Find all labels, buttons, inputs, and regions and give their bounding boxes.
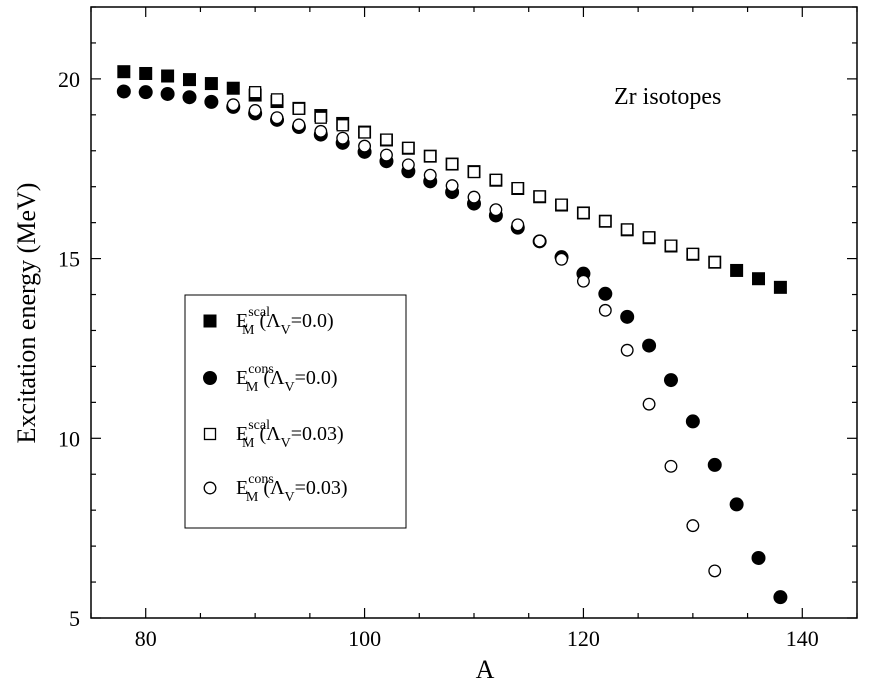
data-point: [116, 84, 131, 99]
axis-ticks: [90, 6, 858, 619]
legend-marker: [203, 427, 217, 441]
data-point: [707, 457, 722, 472]
data-point: [314, 124, 328, 138]
x-tick-label: 100: [348, 626, 381, 651]
data-point: [248, 104, 262, 117]
data-point: [467, 190, 481, 204]
data-point: [138, 85, 153, 100]
x-axis-title: A: [476, 655, 495, 682]
data-point: [182, 90, 197, 105]
data-point: [161, 69, 175, 83]
data-point: [598, 286, 613, 301]
series-square-open: [248, 86, 721, 269]
data-point: [292, 102, 306, 115]
y-axis-title: Excitation energy (MeV): [12, 183, 41, 444]
data-point: [336, 131, 350, 145]
data-point: [642, 397, 656, 411]
data-point: [642, 231, 656, 244]
data-point: [445, 179, 459, 193]
data-point: [642, 338, 657, 353]
data-point: [270, 93, 284, 106]
data-point: [686, 519, 700, 533]
data-point: [226, 81, 240, 95]
data-point: [511, 218, 525, 232]
data-point: [751, 550, 766, 565]
data-point: [423, 168, 437, 182]
chart-annotation: Zr isotopes: [614, 84, 721, 110]
legend-marker: [203, 314, 217, 328]
data-point: [204, 77, 218, 91]
data-point: [314, 111, 327, 124]
legend-label: Econs M (ΛV=0.0): [236, 362, 338, 395]
data-point: [729, 497, 744, 512]
data-point: [663, 373, 678, 388]
data-point: [445, 157, 459, 171]
data-point: [139, 66, 153, 80]
series-circle-open: [226, 98, 722, 578]
data-point: [773, 590, 788, 605]
legend: Escal M (ΛV=0.0) Econs M (ΛV=0.0) Escal M (ΛV…: [184, 294, 407, 529]
data-point: [489, 173, 503, 187]
legend-items: Escal M (ΛV=0.0) Econs M (ΛV=0.0) Escal M (ΛV…: [203, 305, 348, 505]
data-point: [708, 256, 721, 269]
data-point: [621, 223, 634, 236]
data-point: [380, 148, 393, 162]
data-point: [226, 98, 240, 112]
data-point: [620, 343, 634, 357]
legend-marker: [203, 371, 217, 385]
data-point: [336, 119, 349, 132]
data-point: [555, 198, 568, 211]
data-points: [116, 65, 788, 605]
legend-label: Escal M (ΛV=0.03): [236, 418, 344, 451]
data-point: [467, 165, 481, 179]
data-point: [292, 118, 306, 132]
data-point: [511, 181, 524, 195]
data-point: [598, 303, 612, 317]
data-point: [182, 73, 196, 87]
data-point: [358, 139, 372, 153]
legend-label: Escal M (ΛV=0.0): [236, 305, 334, 338]
data-point: [620, 309, 635, 324]
y-tick-label: 5: [69, 606, 80, 631]
data-point: [270, 111, 284, 125]
data-point: [664, 239, 678, 252]
data-point: [599, 215, 612, 228]
data-point: [160, 86, 175, 101]
x-tick-label: 140: [786, 626, 819, 651]
data-point: [708, 564, 722, 578]
data-point: [730, 263, 744, 277]
y-tick-label: 10: [58, 426, 80, 451]
data-point: [686, 247, 700, 261]
x-tick-label: 80: [135, 626, 157, 651]
data-point: [555, 252, 568, 266]
data-point: [489, 203, 503, 217]
data-point: [685, 414, 700, 429]
tick-labels: 80 100 120 140 5 10 15 20: [58, 67, 819, 651]
data-point: [576, 274, 590, 288]
data-point: [380, 133, 393, 146]
data-point: [204, 94, 219, 109]
data-point: [664, 459, 678, 473]
legend-box: [184, 294, 407, 529]
y-tick-label: 20: [58, 67, 80, 92]
data-point: [577, 206, 590, 220]
data-point: [752, 272, 766, 286]
x-tick-label: 120: [567, 626, 600, 651]
data-point: [117, 65, 131, 79]
data-point: [424, 150, 437, 163]
y-tick-label: 15: [58, 247, 80, 272]
data-point: [248, 86, 262, 99]
data-point: [533, 234, 547, 248]
data-point: [402, 141, 415, 155]
data-point: [401, 158, 415, 172]
legend-label: Econs M (ΛV=0.03): [236, 472, 348, 505]
data-point: [358, 126, 371, 139]
data-point: [773, 280, 787, 294]
data-point: [533, 190, 546, 203]
legend-marker: [203, 481, 217, 495]
